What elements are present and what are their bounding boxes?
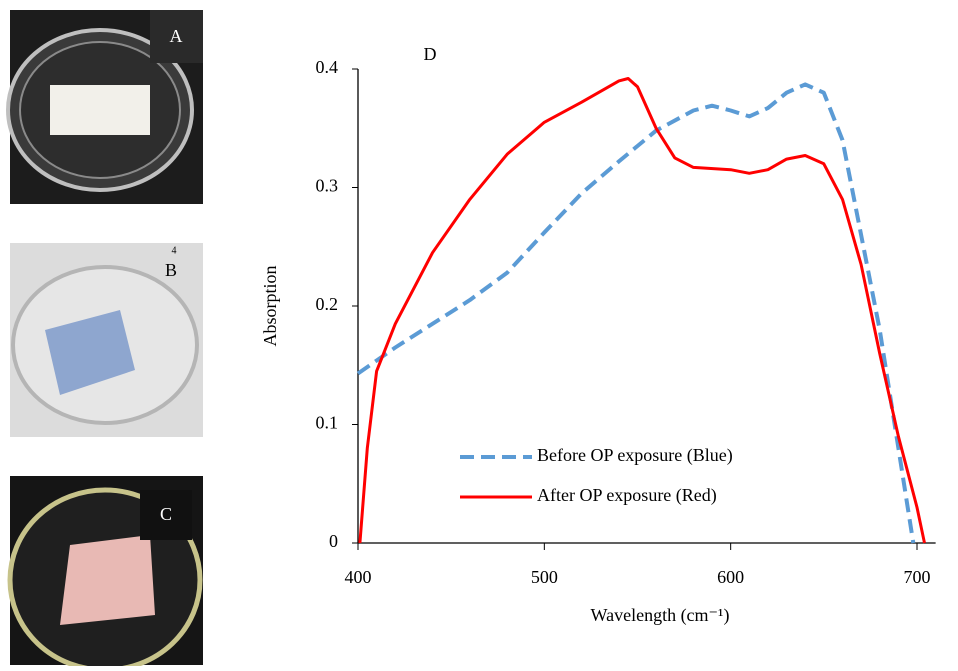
y-tick-label: 0.3 [316,176,339,196]
line-series [356,82,916,544]
x-tick-label: 500 [531,567,558,587]
x-tick-label: 400 [345,567,372,587]
legend-label: Before OP exposure (Blue) [537,445,733,466]
panel-label: C [160,504,172,524]
x-tick-label: 700 [904,567,931,587]
y-tick-label: 0 [329,531,338,551]
panel-label: B [165,260,177,280]
line-series [358,77,926,544]
legend-label: After OP exposure (Red) [537,485,717,506]
y-tick-label: 0.2 [316,294,339,314]
y-tick-label: 0.1 [316,413,339,433]
photo-a: A [6,10,203,204]
y-tick-label: 0.4 [316,57,339,77]
panel-label: A [170,26,183,46]
photo-c: C [7,476,203,671]
x-axis-label: Wavelength (cm⁻¹) [591,605,730,626]
photo-note: 4 [172,245,177,256]
panel-label: D [424,44,437,64]
photo-b: 4 B [10,243,203,437]
y-axis-label: Absorption [260,266,280,347]
x-tick-label: 600 [717,567,744,587]
